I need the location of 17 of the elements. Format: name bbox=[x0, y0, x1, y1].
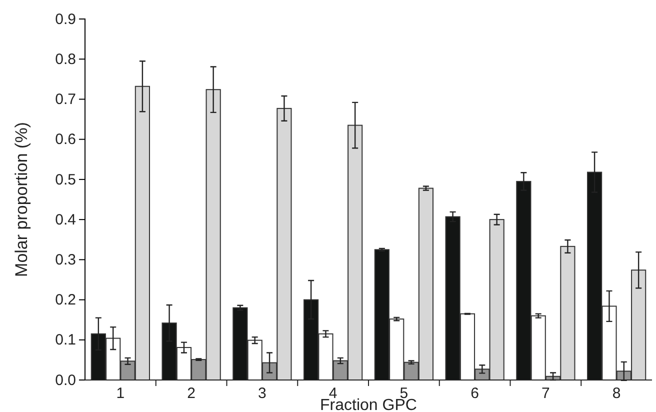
x-tick-label: 2 bbox=[187, 385, 196, 402]
y-tick-label: 0.8 bbox=[55, 50, 76, 68]
y-tick-label: 0.0 bbox=[55, 372, 76, 389]
y-tick-label: 0.7 bbox=[55, 91, 76, 108]
y-tick-label: 0.2 bbox=[55, 292, 76, 309]
x-tick-label: 7 bbox=[542, 385, 550, 402]
x-tick-label: 8 bbox=[612, 385, 621, 402]
x-tick-label: 3 bbox=[258, 385, 266, 402]
y-tick-label: 0.3 bbox=[55, 251, 76, 268]
y-tick-label: 0.4 bbox=[55, 211, 76, 228]
y-axis-title: Molar proportion (%) bbox=[12, 122, 31, 277]
y-tick-label: 0.1 bbox=[55, 332, 76, 349]
x-tick-label: 6 bbox=[470, 385, 479, 402]
x-tick-label: 1 bbox=[116, 385, 125, 402]
y-tick-label: 0.9 bbox=[55, 10, 76, 28]
y-tick-label: 0.5 bbox=[55, 171, 76, 188]
y-tick-label: 0.6 bbox=[55, 131, 76, 148]
